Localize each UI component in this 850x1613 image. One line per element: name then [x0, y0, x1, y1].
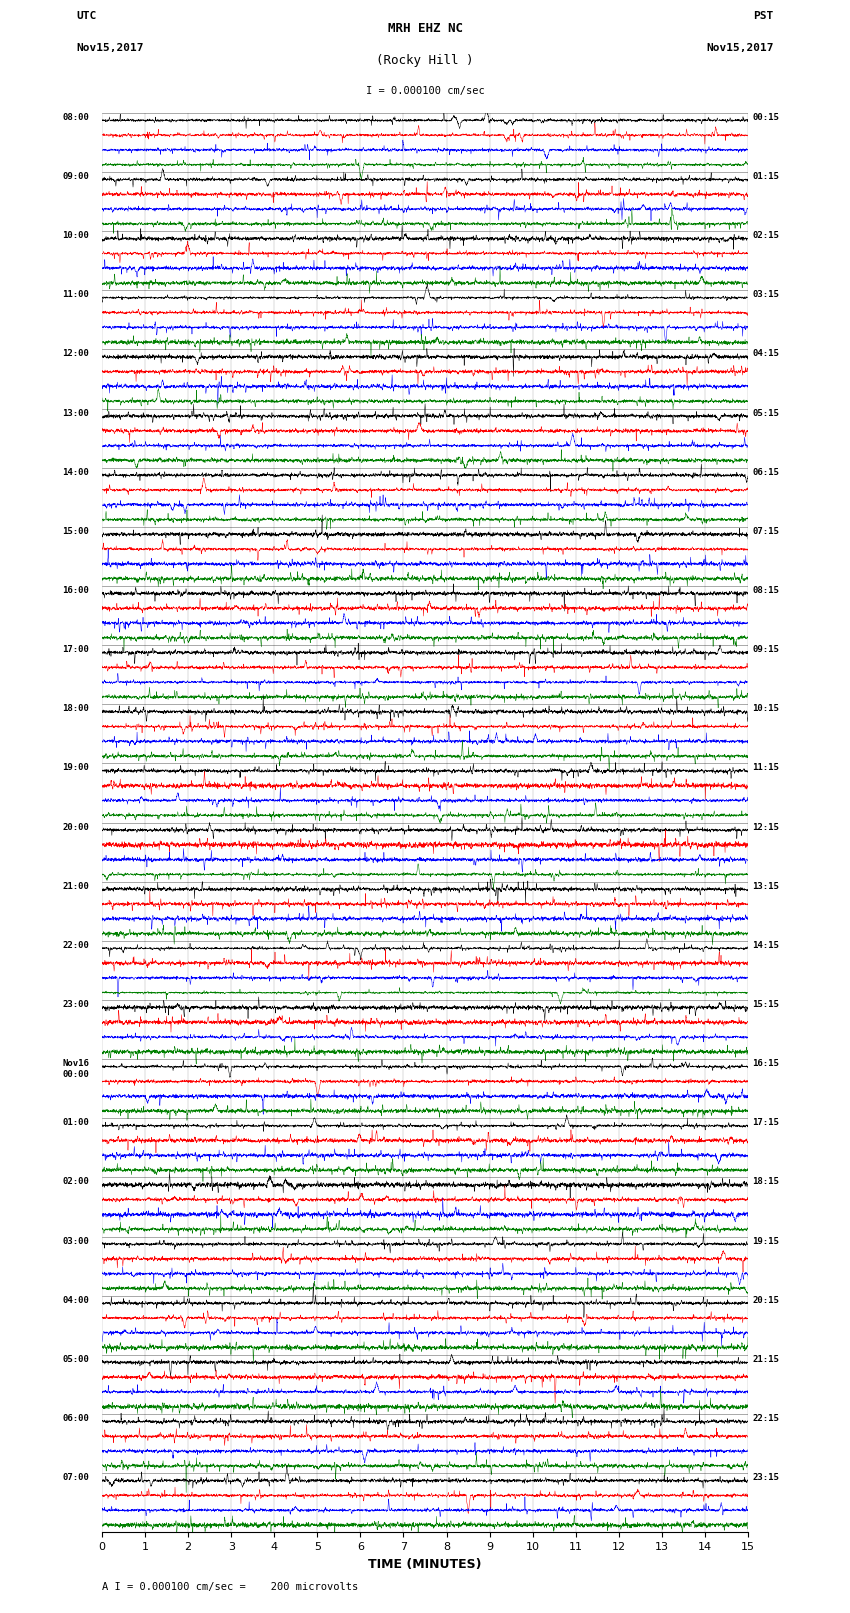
- X-axis label: TIME (MINUTES): TIME (MINUTES): [368, 1558, 482, 1571]
- Text: 12:00: 12:00: [62, 350, 89, 358]
- Text: 23:15: 23:15: [752, 1473, 779, 1482]
- Text: 06:15: 06:15: [752, 468, 779, 477]
- Text: 07:15: 07:15: [752, 527, 779, 536]
- Text: 16:00: 16:00: [62, 586, 89, 595]
- Text: 10:00: 10:00: [62, 231, 89, 240]
- Text: 18:00: 18:00: [62, 705, 89, 713]
- Text: 16:15: 16:15: [752, 1060, 779, 1068]
- Text: 08:00: 08:00: [62, 113, 89, 123]
- Text: Nov16
00:00: Nov16 00:00: [62, 1060, 89, 1079]
- Text: 22:15: 22:15: [752, 1415, 779, 1423]
- Text: 09:00: 09:00: [62, 173, 89, 181]
- Text: A I = 0.000100 cm/sec =    200 microvolts: A I = 0.000100 cm/sec = 200 microvolts: [102, 1582, 358, 1592]
- Text: 17:15: 17:15: [752, 1118, 779, 1127]
- Text: 02:00: 02:00: [62, 1177, 89, 1187]
- Text: UTC: UTC: [76, 11, 96, 21]
- Text: 11:00: 11:00: [62, 290, 89, 300]
- Text: 05:00: 05:00: [62, 1355, 89, 1365]
- Text: 23:00: 23:00: [62, 1000, 89, 1010]
- Text: I = 0.000100 cm/sec: I = 0.000100 cm/sec: [366, 85, 484, 95]
- Text: Nov15,2017: Nov15,2017: [76, 44, 144, 53]
- Text: 15:00: 15:00: [62, 527, 89, 536]
- Text: 15:15: 15:15: [752, 1000, 779, 1010]
- Text: 10:15: 10:15: [752, 705, 779, 713]
- Text: 03:00: 03:00: [62, 1237, 89, 1245]
- Text: 21:15: 21:15: [752, 1355, 779, 1365]
- Text: 11:15: 11:15: [752, 763, 779, 773]
- Text: 00:15: 00:15: [752, 113, 779, 123]
- Text: 20:00: 20:00: [62, 823, 89, 832]
- Text: 20:15: 20:15: [752, 1295, 779, 1305]
- Text: 03:15: 03:15: [752, 290, 779, 300]
- Text: 17:00: 17:00: [62, 645, 89, 655]
- Text: 08:15: 08:15: [752, 586, 779, 595]
- Text: 12:15: 12:15: [752, 823, 779, 832]
- Text: 05:15: 05:15: [752, 408, 779, 418]
- Text: 01:15: 01:15: [752, 173, 779, 181]
- Text: 22:00: 22:00: [62, 940, 89, 950]
- Text: 19:15: 19:15: [752, 1237, 779, 1245]
- Text: 01:00: 01:00: [62, 1118, 89, 1127]
- Text: 06:00: 06:00: [62, 1415, 89, 1423]
- Text: 09:15: 09:15: [752, 645, 779, 655]
- Text: 02:15: 02:15: [752, 231, 779, 240]
- Text: 14:15: 14:15: [752, 940, 779, 950]
- Text: 13:00: 13:00: [62, 408, 89, 418]
- Text: (Rocky Hill ): (Rocky Hill ): [377, 55, 473, 68]
- Text: 14:00: 14:00: [62, 468, 89, 477]
- Text: 07:00: 07:00: [62, 1473, 89, 1482]
- Text: 21:00: 21:00: [62, 882, 89, 890]
- Text: Nov15,2017: Nov15,2017: [706, 44, 774, 53]
- Text: 04:15: 04:15: [752, 350, 779, 358]
- Text: 18:15: 18:15: [752, 1177, 779, 1187]
- Text: 19:00: 19:00: [62, 763, 89, 773]
- Text: 04:00: 04:00: [62, 1295, 89, 1305]
- Text: MRH EHZ NC: MRH EHZ NC: [388, 23, 462, 35]
- Text: PST: PST: [754, 11, 774, 21]
- Text: 13:15: 13:15: [752, 882, 779, 890]
